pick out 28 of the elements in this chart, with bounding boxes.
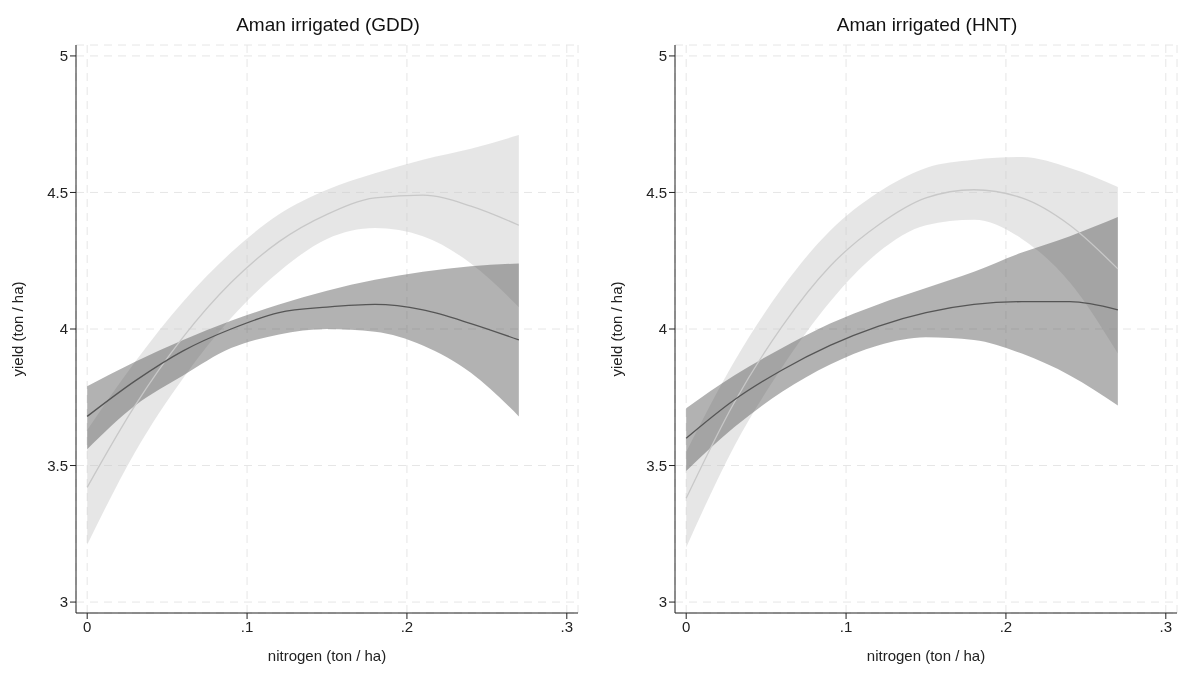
x-tick-label: .3 (1159, 617, 1173, 635)
y-tick-label: 3 (59, 593, 68, 611)
y-tick-label: 5 (658, 47, 667, 65)
line-series (86, 194, 520, 489)
x-axis-title: nitrogen (ton / ha) (267, 647, 387, 664)
x-tick-label: .1 (240, 617, 254, 635)
y-axis-title: yield (ton / ha) (9, 281, 27, 377)
line-series (86, 303, 520, 418)
x-tick-label: .3 (560, 617, 574, 635)
y-tick-label: 4.5 (646, 183, 667, 201)
x-tick-label: .1 (839, 617, 853, 635)
y-tick-label: 3 (658, 593, 667, 611)
x-axis-title: nitrogen (ton / ha) (866, 647, 986, 664)
x-tick-label: 0 (682, 617, 691, 635)
x-tick-label: .2 (999, 617, 1013, 635)
x-tick-label: 0 (83, 617, 92, 635)
y-tick-label: 4.5 (47, 183, 68, 201)
chart-title: Aman irrigated (HNT) (835, 14, 1019, 36)
line-series (685, 301, 1119, 439)
line-series (685, 189, 1119, 499)
y-tick-label: 4 (658, 320, 667, 338)
y-tick-label: 3.5 (47, 456, 68, 474)
y-axis-title: yield (ton / ha) (608, 281, 626, 377)
y-tick-label: 5 (59, 47, 68, 65)
y-tick-label: 3.5 (646, 456, 667, 474)
y-tick-label: 4 (59, 320, 68, 338)
x-tick-label: .2 (400, 617, 414, 635)
chart-title: Aman irrigated (GDD) (235, 14, 421, 36)
